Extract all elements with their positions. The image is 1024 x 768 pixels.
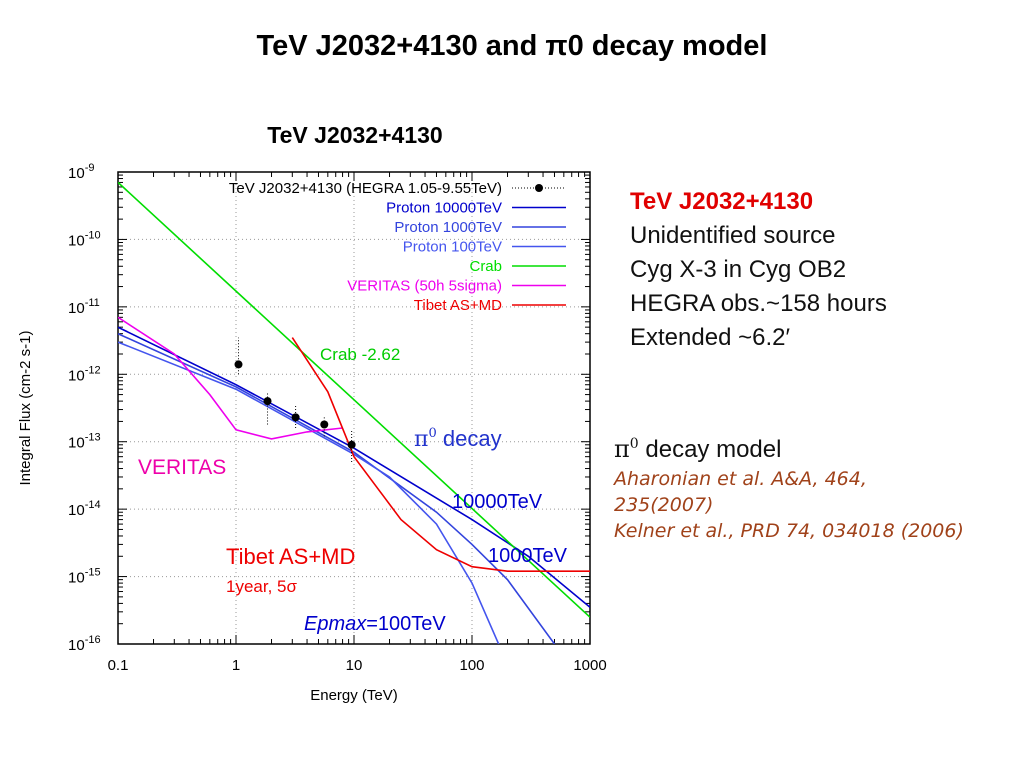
data-point <box>320 420 329 429</box>
source-name: TeV J2032+4130 <box>630 188 814 215</box>
data-point <box>263 397 272 406</box>
model-reference: Aharonian et al. A&A, 464, <box>614 468 867 490</box>
annotation-1000tev: 1000TeV <box>488 545 568 567</box>
legend-label: TeV J2032+4130 (HEGRA 1.05-9.55TeV) <box>229 180 502 197</box>
annotation-tibet-sensitivity: 1year, 5σ <box>226 577 297 596</box>
data-point <box>234 360 243 369</box>
y-tick-label: 10-11 <box>68 297 100 317</box>
model-info: π0 decay model Aharonian et al. A&A, 464… <box>614 428 964 544</box>
model-reference: Kelner et al., PRD 74, 034018 (2006) <box>614 520 964 542</box>
y-axis-label: Integral Flux (cm-2 s-1) <box>17 330 34 485</box>
annotation-pi0-decay: π0 decay <box>414 426 502 452</box>
annotation-epmax: Epmax=100TeV <box>304 613 446 635</box>
x-tick-label: 10 <box>346 657 363 674</box>
source-info: TeV J2032+4130 Unidentified source Cyg X… <box>630 185 887 355</box>
plot-frame <box>117 171 591 645</box>
annotation-10000tev: 10000TeV <box>452 491 543 513</box>
y-tick-label: 10-9 <box>68 162 94 182</box>
info-line: Unidentified source <box>630 222 836 249</box>
x-tick-label: 1 <box>232 657 240 674</box>
series-line <box>118 332 556 644</box>
slide-title: TeV J2032+4130 and π0 decay model <box>256 30 768 62</box>
model-reference: 235(2007) <box>614 494 714 516</box>
grid <box>118 172 590 644</box>
legend: TeV J2032+4130 (HEGRA 1.05-9.55TeV) Proto… <box>229 180 566 314</box>
series-line <box>118 326 590 608</box>
y-tick-label: 10-10 <box>68 229 101 249</box>
model-heading-text: decay model <box>645 436 782 463</box>
y-tick-label: 10-16 <box>68 634 101 654</box>
annotation-tibet: Tibet AS+MD <box>226 544 355 569</box>
series-line <box>118 341 500 644</box>
data-point <box>347 440 356 449</box>
axis-ticks <box>117 172 590 645</box>
info-line: Extended ~6.2′ <box>630 324 790 351</box>
y-tick-label: 10-12 <box>68 364 101 384</box>
pi-superscript: 0 <box>629 436 639 452</box>
legend-label: Proton 100TeV <box>403 239 502 256</box>
info-line: Cyg X-3 in Cyg OB2 <box>630 256 847 283</box>
plot-area <box>118 181 590 644</box>
data-point <box>291 413 300 422</box>
y-tick-label: 10-14 <box>68 499 101 519</box>
plot-title: TeV J2032+4130 <box>267 122 443 148</box>
pi-symbol: π <box>614 435 630 463</box>
series-line <box>118 316 343 440</box>
model-heading: π0 decay model <box>614 428 964 466</box>
x-tick-label: 0.1 <box>108 657 129 674</box>
x-tick-label: 1000 <box>573 657 606 674</box>
series-line <box>118 181 590 618</box>
x-axis-label: Energy (TeV) <box>310 687 398 704</box>
legend-label: VERITAS (50h 5sigma) <box>347 278 502 295</box>
info-line: HEGRA obs.~158 hours <box>630 290 887 317</box>
legend-label: Crab <box>469 258 502 275</box>
annotation-veritas: VERITAS <box>138 456 226 479</box>
legend-label: Proton 1000TeV <box>394 219 502 236</box>
y-tick-label: 10-13 <box>68 432 101 452</box>
series-line <box>291 337 590 573</box>
legend-label: Proton 10000TeV <box>386 200 502 217</box>
annotation-crab-index: Crab -2.62 <box>320 345 400 364</box>
annotations: Crab -2.62 π0 decay 10000TeV 1000TeV Epmax=1… <box>138 345 568 635</box>
legend-label: Tibet AS+MD <box>414 297 502 314</box>
y-tick-label: 10-15 <box>68 567 101 587</box>
legend-marker <box>535 184 543 192</box>
x-tick-label: 100 <box>459 657 484 674</box>
